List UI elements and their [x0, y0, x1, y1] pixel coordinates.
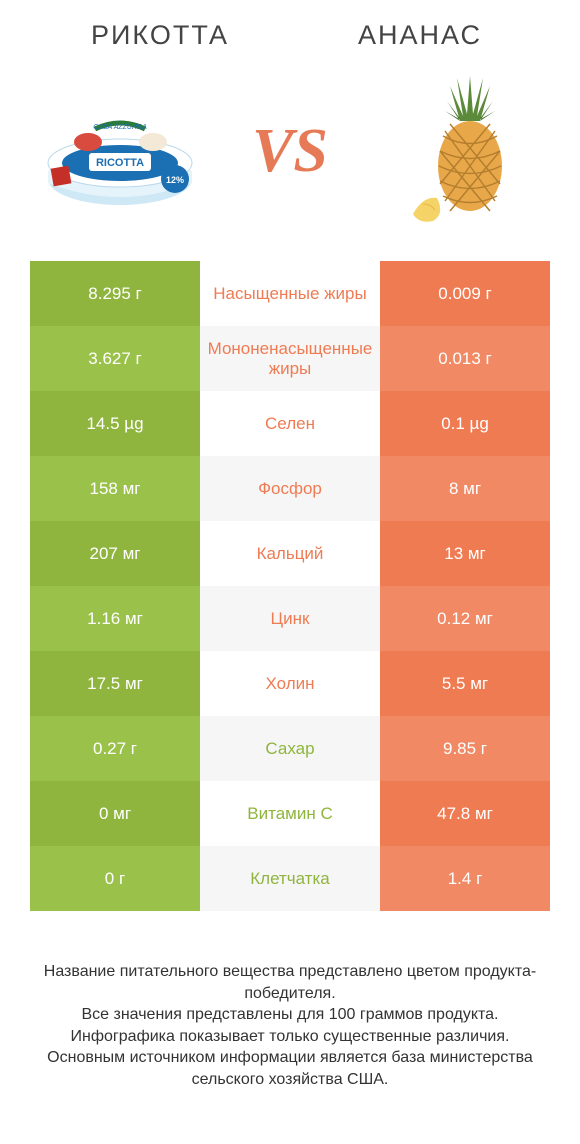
product-title-left: РИКОТТА: [30, 20, 290, 51]
footer-line: Название питательного вещества представл…: [40, 961, 540, 1004]
table-row: 8.295 гНасыщенные жиры0.009 г: [30, 261, 550, 326]
value-left: 17.5 мг: [30, 651, 200, 716]
table-row: 1.16 мгЦинк0.12 мг: [30, 586, 550, 651]
nutrient-label: Цинк: [200, 586, 380, 651]
nutrient-label: Мононенасыщенные жиры: [200, 326, 380, 391]
value-right: 13 мг: [380, 521, 550, 586]
value-right: 1.4 г: [380, 846, 550, 911]
value-right: 47.8 мг: [380, 781, 550, 846]
footer-text: Название питательного вещества представл…: [30, 961, 550, 1091]
svg-text:CASA AZZURRA: CASA AZZURRA: [93, 124, 147, 131]
value-right: 9.85 г: [380, 716, 550, 781]
nutrient-label: Насыщенные жиры: [200, 261, 380, 326]
svg-text:RICOTTA: RICOTTA: [96, 157, 144, 169]
value-left: 14.5 µg: [30, 391, 200, 456]
footer-line: Основным источником информации является …: [40, 1047, 540, 1090]
footer-line: Инфографика показывает только существенн…: [40, 1026, 540, 1048]
nutrient-label: Клетчатка: [200, 846, 380, 911]
vs-label: VS: [252, 116, 328, 187]
nutrient-label: Селен: [200, 391, 380, 456]
value-left: 1.16 мг: [30, 586, 200, 651]
images-row: RICOTTA CASA AZZURRA 12% VS: [30, 71, 550, 231]
table-row: 0 гКлетчатка1.4 г: [30, 846, 550, 911]
nutrient-label: Витамин C: [200, 781, 380, 846]
value-left: 0 г: [30, 846, 200, 911]
pineapple-icon: [395, 76, 525, 226]
value-right: 0.013 г: [380, 326, 550, 391]
table-row: 207 мгКальций13 мг: [30, 521, 550, 586]
table-row: 0.27 гСахар9.85 г: [30, 716, 550, 781]
table-row: 158 мгФосфор8 мг: [30, 456, 550, 521]
value-left: 0 мг: [30, 781, 200, 846]
table-row: 17.5 мгХолин5.5 мг: [30, 651, 550, 716]
product-image-right: [370, 76, 550, 226]
value-right: 0.12 мг: [380, 586, 550, 651]
footer-line: Все значения представлены для 100 граммо…: [40, 1004, 540, 1026]
nutrient-label: Фосфор: [200, 456, 380, 521]
table-row: 3.627 гМононенасыщенные жиры0.013 г: [30, 326, 550, 391]
value-left: 8.295 г: [30, 261, 200, 326]
table-row: 0 мгВитамин C47.8 мг: [30, 781, 550, 846]
comparison-table: 8.295 гНасыщенные жиры0.009 г3.627 гМоно…: [30, 261, 550, 911]
value-right: 5.5 мг: [380, 651, 550, 716]
value-left: 207 мг: [30, 521, 200, 586]
value-left: 158 мг: [30, 456, 200, 521]
nutrient-label: Сахар: [200, 716, 380, 781]
table-row: 14.5 µgСелен0.1 µg: [30, 391, 550, 456]
product-title-right: АНАНАС: [290, 20, 550, 51]
value-left: 3.627 г: [30, 326, 200, 391]
value-left: 0.27 г: [30, 716, 200, 781]
nutrient-label: Холин: [200, 651, 380, 716]
ricotta-icon: RICOTTA CASA AZZURRA 12%: [35, 91, 205, 211]
svg-text:12%: 12%: [166, 175, 184, 185]
product-image-left: RICOTTA CASA AZZURRA 12%: [30, 76, 210, 226]
header: РИКОТТА АНАНАС: [30, 20, 550, 51]
value-right: 0.009 г: [380, 261, 550, 326]
value-right: 8 мг: [380, 456, 550, 521]
value-right: 0.1 µg: [380, 391, 550, 456]
nutrient-label: Кальций: [200, 521, 380, 586]
